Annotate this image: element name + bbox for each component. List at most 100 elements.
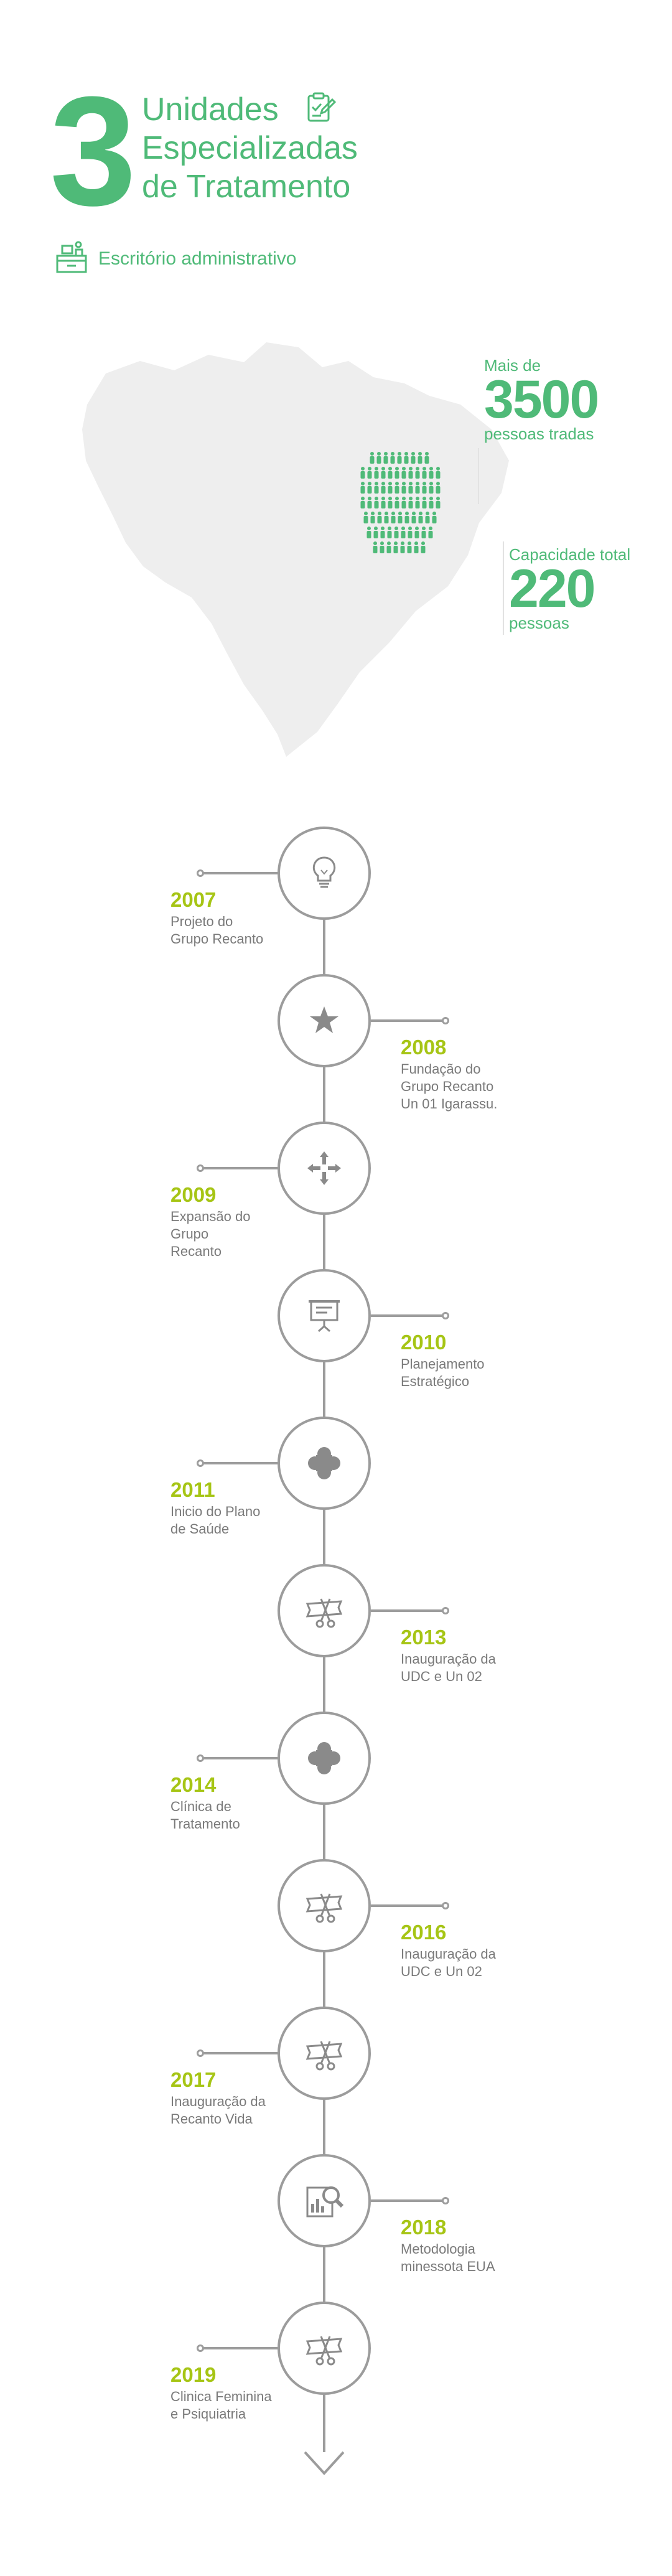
timeline-connector-dot — [442, 1902, 449, 1909]
timeline-description: Metodologia minessota EUA — [401, 2241, 495, 2274]
person-icon — [380, 527, 385, 538]
person-icon — [374, 497, 379, 508]
health-cross-icon — [308, 1742, 340, 1774]
person-icon — [381, 497, 386, 508]
timeline-event-2011: 2011 Inicio do Plano de Saúde — [170, 1478, 260, 1538]
timeline-connector-dot — [442, 1312, 449, 1319]
timeline-axis — [323, 871, 325, 2452]
person-icon — [404, 512, 409, 523]
timeline-event-2018: 2018 Metodologia minessota EUA — [401, 2216, 495, 2275]
capacity-divider — [503, 541, 504, 635]
people-icons-group — [360, 452, 441, 553]
person-icon — [429, 467, 434, 479]
person-icon — [391, 512, 396, 523]
title-line-2: Especializadas — [142, 130, 358, 166]
timeline-connector — [202, 1757, 278, 1759]
timeline-node-2019 — [278, 2302, 371, 2395]
person-icon — [414, 527, 419, 538]
timeline-connector-dot — [197, 1459, 204, 1467]
timeline-description: Expansão do Grupo Recanto — [170, 1209, 251, 1259]
person-icon — [370, 452, 375, 464]
person-icon — [415, 467, 420, 479]
person-icon — [422, 482, 427, 494]
timeline-description: Projeto do Grupo Recanto — [170, 914, 264, 947]
timeline-event-2016: 2016 Inauguração da UDC e Un 02 — [401, 1921, 496, 1980]
capacity-label: Capacidade total — [509, 545, 631, 564]
clipboard-check-icon — [307, 92, 337, 122]
timeline-connector-dot — [197, 869, 204, 877]
person-icon — [398, 512, 403, 523]
person-icon — [436, 467, 441, 479]
person-icon — [429, 497, 434, 508]
timeline-connector — [371, 1019, 444, 1022]
ribbon-cutting-icon — [306, 2041, 343, 2071]
timeline-description: Clinica Feminina e Psiquiatria — [170, 2389, 272, 2422]
timeline-connector-dot — [442, 2197, 449, 2204]
person-icon — [400, 541, 405, 553]
timeline-connector — [371, 1314, 444, 1317]
person-icon — [408, 482, 413, 494]
person-icon — [381, 482, 386, 494]
person-icon — [436, 497, 441, 508]
timeline-node-2009 — [278, 1122, 371, 1215]
timeline-year: 2016 — [401, 1921, 447, 1944]
person-icon — [381, 467, 386, 479]
stat-divider — [478, 448, 479, 504]
person-icon — [384, 512, 389, 523]
timeline-node-2018 — [278, 2154, 371, 2247]
timeline-year: 2010 — [401, 1331, 447, 1354]
timeline-year: 2019 — [170, 2363, 217, 2386]
person-icon — [388, 482, 393, 494]
person-icon — [408, 497, 413, 508]
person-icon — [432, 512, 437, 523]
timeline-event-2019: 2019 Clinica Feminina e Psiquiatria — [170, 2363, 272, 2423]
timeline-connector — [371, 1904, 444, 1907]
person-icon — [411, 512, 416, 523]
person-icon — [425, 512, 430, 523]
person-icon — [394, 482, 399, 494]
star-icon — [310, 1006, 338, 1033]
person-icon — [390, 452, 395, 464]
people-served-sub: pessoas tradas — [484, 424, 594, 443]
timeline-event-2017: 2017 Inauguração da Recanto Vida — [170, 2068, 266, 2128]
timeline-year: 2009 — [170, 1183, 217, 1206]
brazil-map — [82, 342, 509, 757]
person-icon — [408, 527, 413, 538]
timeline-event-2014: 2014 Clínica de Tratamento — [170, 1773, 240, 1833]
timeline-description: Inauguração da UDC e Un 02 — [401, 1651, 496, 1684]
office-label: Escritório administrativo — [98, 248, 297, 269]
person-icon — [411, 452, 416, 464]
capacity-stat: Capacidade total 220 pessoas — [509, 545, 630, 632]
person-icon — [407, 541, 412, 553]
person-icon — [415, 482, 420, 494]
office-desk-icon — [56, 241, 87, 273]
timeline-connector-dot — [442, 1607, 449, 1614]
timeline-event-2007: 2007 Projeto do Grupo Recanto — [170, 888, 263, 948]
timeline-description: Inauguração da Recanto Vida — [170, 2094, 266, 2127]
person-icon — [386, 541, 391, 553]
timeline-connector-dot — [197, 2344, 204, 2352]
timeline-description: Inauguração da UDC e Un 02 — [401, 1946, 496, 1979]
person-icon — [380, 541, 385, 553]
person-icon — [401, 497, 406, 508]
people-served-label: Mais de — [484, 356, 541, 375]
timeline-event-2008: 2008 Fundação do Grupo Recanto Un 01 Igar… — [401, 1036, 497, 1113]
ribbon-cutting-icon — [306, 2336, 343, 2366]
timeline-node-2011 — [278, 1417, 371, 1510]
timeline-year: 2008 — [401, 1036, 447, 1059]
person-icon — [421, 541, 426, 553]
person-icon — [422, 497, 427, 508]
timeline-year: 2013 — [401, 1626, 447, 1649]
timeline-connector-dot — [442, 1017, 449, 1024]
person-icon — [360, 482, 365, 494]
person-icon — [388, 497, 393, 508]
person-icon — [394, 527, 399, 538]
capacity-sub: pessoas — [509, 614, 569, 632]
person-icon — [401, 482, 406, 494]
timeline-event-2010: 2010 Planejamento Estratégico — [401, 1331, 485, 1390]
timeline-event-2009: 2009 Expansão do Grupo Recanto — [170, 1183, 250, 1260]
timeline-node-2008 — [278, 974, 371, 1067]
title-line-1: Unidades — [142, 91, 279, 128]
timeline-description: Planejamento Estratégico — [401, 1356, 485, 1389]
person-icon — [397, 452, 402, 464]
